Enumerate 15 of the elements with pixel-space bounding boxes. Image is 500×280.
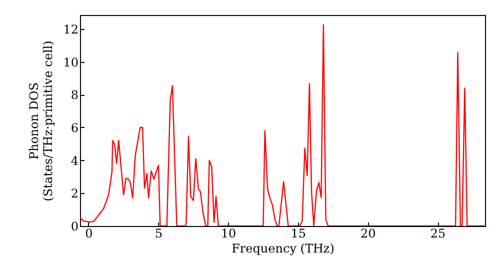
x-tick-label: 0 bbox=[85, 226, 93, 240]
x-axis-title: Frequency (THz) bbox=[232, 242, 334, 256]
x-tick-label: 20 bbox=[360, 226, 376, 240]
x-tick-label: 15 bbox=[290, 226, 306, 240]
line-series bbox=[80, 24, 485, 226]
x-tick-label: 10 bbox=[220, 226, 236, 240]
y-axis-title: Phonon DOS (States/THz·primitive cell) bbox=[27, 40, 56, 202]
y-tick-label: 10 bbox=[63, 55, 78, 70]
y-tick-label: 12 bbox=[63, 22, 78, 36]
y-tick-label: 6 bbox=[70, 120, 78, 135]
x-tick-label: 5 bbox=[154, 226, 163, 240]
x-tick-label: 25 bbox=[430, 226, 446, 240]
y-tick-label: 4 bbox=[70, 154, 79, 168]
y-tick-label: 8 bbox=[70, 88, 78, 102]
y-tick-label: 2 bbox=[70, 186, 78, 201]
